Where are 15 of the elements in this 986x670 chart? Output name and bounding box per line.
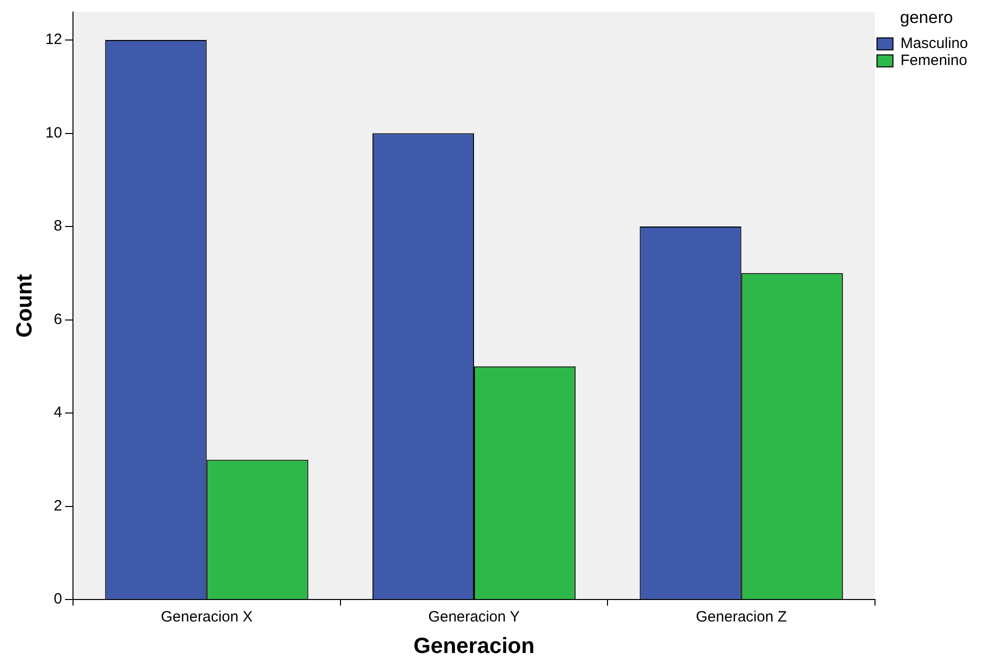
y-tick-label: 6 bbox=[54, 310, 62, 328]
x-tick-label: Generacion X bbox=[160, 608, 253, 626]
legend-label: Masculino bbox=[900, 35, 968, 52]
x-tick-label: Generacion Y bbox=[428, 608, 520, 626]
y-tick-label: 10 bbox=[45, 124, 62, 142]
y-tick-label: 12 bbox=[45, 31, 62, 48]
legend-label: Femenino bbox=[900, 52, 968, 70]
y-tick-label: 2 bbox=[54, 497, 62, 514]
x-axis-title: Generacion bbox=[414, 632, 535, 658]
y-tick-label: 4 bbox=[54, 404, 62, 422]
y-tick-label: 8 bbox=[54, 218, 62, 235]
y-tick-label: 0 bbox=[54, 590, 62, 608]
y-axis-title: Count bbox=[11, 273, 36, 338]
legend-title: genero bbox=[900, 8, 953, 28]
x-tick-label: Generacion Z bbox=[696, 608, 787, 626]
